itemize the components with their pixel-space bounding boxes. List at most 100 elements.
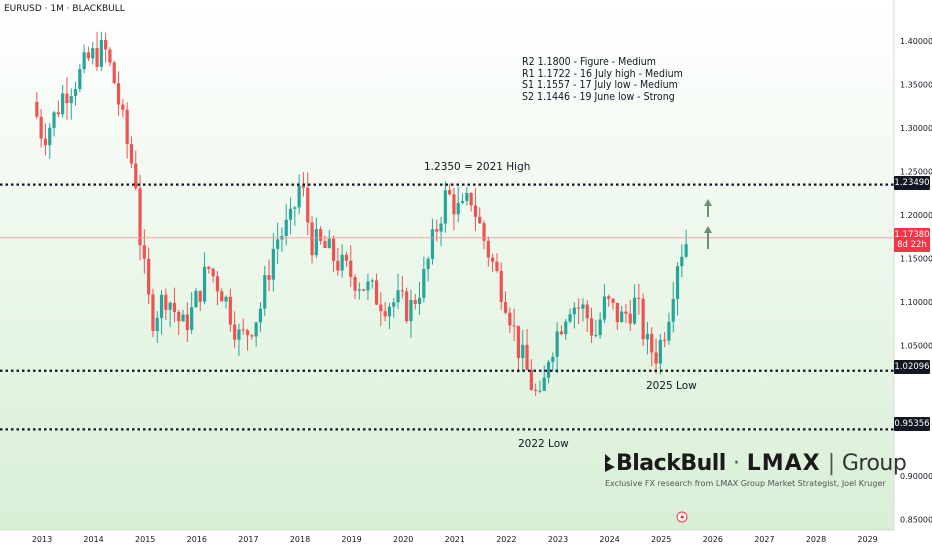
x-tick-label: 2014 bbox=[83, 535, 103, 544]
candle-body bbox=[374, 280, 379, 305]
time-axis-panel bbox=[0, 530, 932, 550]
candle-body bbox=[491, 257, 495, 262]
candle-body bbox=[159, 294, 164, 318]
brand-partner: LMAX bbox=[746, 451, 821, 476]
candle-body bbox=[577, 307, 581, 309]
up-arrow-head-icon bbox=[704, 199, 712, 206]
candle-body bbox=[237, 329, 241, 340]
candle-body bbox=[69, 96, 73, 104]
y-tick-label: 1.35000 bbox=[900, 81, 932, 90]
level-badge-low: 0.95356 bbox=[894, 417, 930, 431]
x-tick-label: 2024 bbox=[599, 535, 619, 544]
candle-body bbox=[190, 307, 194, 330]
note-r1: R1 1.1722 - 16 July high - Medium bbox=[522, 67, 683, 80]
candle-body bbox=[426, 258, 430, 269]
candle-body bbox=[147, 258, 151, 295]
candle-body bbox=[138, 188, 142, 246]
candle-body bbox=[331, 238, 336, 261]
candle-body bbox=[233, 324, 237, 340]
candle-body bbox=[250, 335, 254, 337]
candle-body bbox=[387, 306, 392, 317]
candle-body bbox=[546, 361, 551, 378]
candle-body bbox=[542, 377, 546, 391]
candle-body bbox=[405, 291, 409, 322]
candle-body bbox=[73, 89, 78, 97]
candle-body bbox=[43, 138, 48, 146]
candle-body bbox=[134, 163, 138, 189]
up-arrow-head-icon bbox=[704, 226, 712, 233]
candle-body bbox=[91, 48, 95, 59]
price-badge: 1.17380 8d 22h bbox=[894, 228, 930, 252]
y-tick-label: 1.40000 bbox=[900, 37, 932, 46]
candle-body bbox=[555, 331, 559, 357]
candle-body bbox=[624, 311, 628, 314]
candle-body bbox=[396, 290, 400, 303]
candle-body bbox=[675, 266, 680, 299]
candle-body bbox=[177, 312, 181, 322]
x-tick-label: 2018 bbox=[290, 535, 310, 544]
candle-body bbox=[551, 356, 555, 362]
candle-body bbox=[482, 223, 486, 241]
candle-body bbox=[224, 296, 228, 302]
candle-body bbox=[306, 187, 310, 223]
candle-body bbox=[314, 229, 318, 256]
note-r2: R2 1.1800 - Figure - Medium bbox=[522, 56, 656, 68]
levels-layer bbox=[0, 183, 894, 431]
candle-body bbox=[194, 290, 198, 308]
brand-tagline: Exclusive FX research from LMAX Group Ma… bbox=[605, 479, 886, 488]
countdown-value: 8d 22h bbox=[897, 240, 927, 250]
x-tick-label: 2025 bbox=[651, 535, 671, 544]
candle-body bbox=[121, 104, 125, 110]
candle-body bbox=[645, 333, 650, 340]
candle-body bbox=[422, 268, 426, 298]
arrows-layer bbox=[704, 199, 712, 249]
candle-body bbox=[684, 244, 688, 257]
candle-body bbox=[611, 298, 615, 303]
candle-body bbox=[452, 194, 456, 215]
candle-body bbox=[632, 297, 637, 324]
y-tick-label: 1.15000 bbox=[900, 255, 932, 264]
candle-body bbox=[503, 301, 508, 313]
candle-body bbox=[327, 238, 331, 248]
flash-icon[interactable] bbox=[676, 511, 688, 523]
candle-body bbox=[172, 302, 177, 313]
annotation-2025-low: 2025 Low bbox=[646, 380, 697, 392]
x-tick-label: 2020 bbox=[393, 535, 413, 544]
candle-body bbox=[164, 294, 168, 310]
candle-body bbox=[288, 208, 293, 220]
x-tick-label: 2021 bbox=[445, 535, 465, 544]
candle-body bbox=[499, 270, 503, 302]
time-axis-ticks: 2013 2014 2015 2016 2017 2018 2019 2020 2021 2022… bbox=[32, 535, 878, 544]
candle-body bbox=[276, 239, 280, 249]
candle-body bbox=[512, 325, 516, 327]
candle-body bbox=[516, 325, 521, 359]
candle-body bbox=[637, 297, 641, 299]
candle-body bbox=[52, 112, 56, 128]
x-tick-label: 2027 bbox=[754, 535, 774, 544]
level-badge-mid: 1.02096 bbox=[894, 360, 930, 374]
candle-body bbox=[525, 344, 529, 370]
candle-body bbox=[284, 219, 288, 236]
x-tick-label: 2015 bbox=[135, 535, 155, 544]
candle-body bbox=[443, 190, 447, 224]
brand-group: Group bbox=[841, 451, 907, 476]
candle-body bbox=[650, 333, 654, 353]
candle-body bbox=[572, 307, 576, 315]
candle-body bbox=[370, 280, 374, 282]
candle-body bbox=[379, 304, 383, 312]
candle-body bbox=[585, 304, 589, 319]
symbol-label: EURUSD · 1M · BLACKBULL bbox=[4, 4, 125, 14]
candle-body bbox=[125, 109, 129, 145]
candle-body bbox=[607, 296, 611, 299]
candle-body bbox=[48, 127, 52, 146]
x-tick-label: 2028 bbox=[806, 535, 826, 544]
price-axis-panel bbox=[894, 0, 932, 530]
candle-body bbox=[35, 101, 39, 117]
candle-body bbox=[61, 93, 65, 115]
brand-name: BlackBull bbox=[616, 451, 726, 476]
x-tick-label: 2013 bbox=[32, 535, 52, 544]
candle-body bbox=[568, 314, 572, 322]
candle-body bbox=[538, 390, 542, 392]
candle-body bbox=[392, 302, 396, 307]
